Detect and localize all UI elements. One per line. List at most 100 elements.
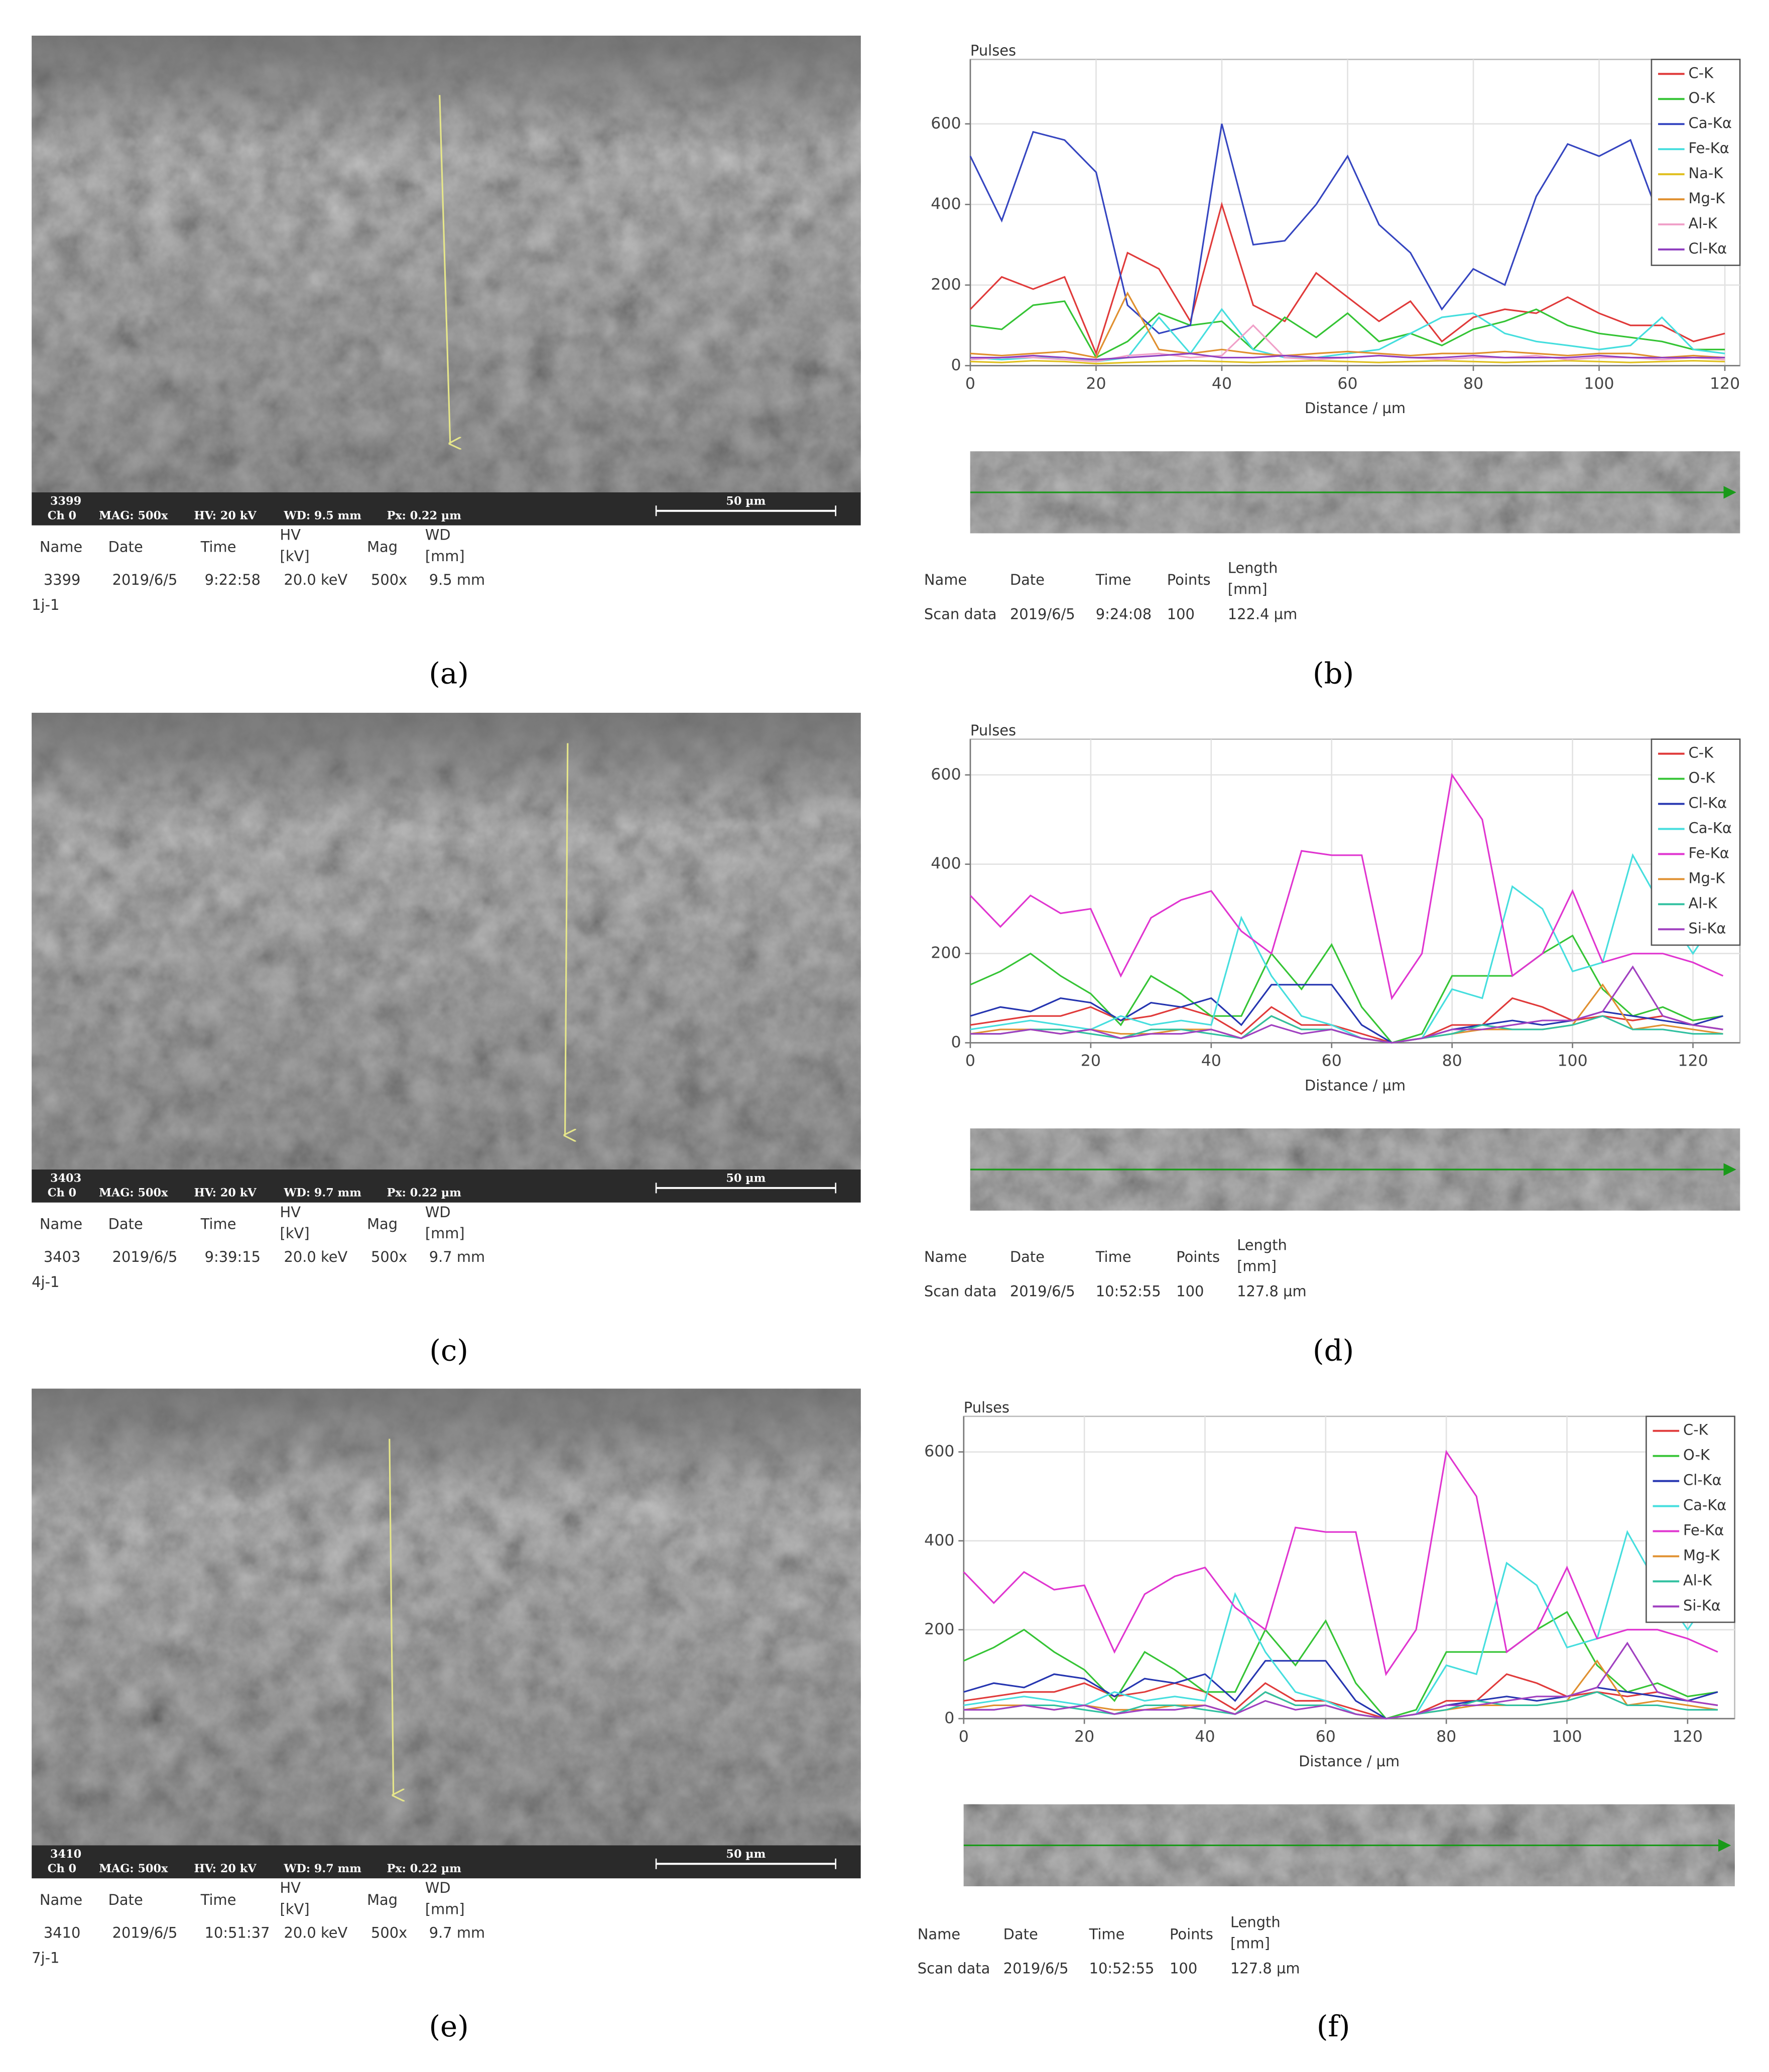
table-cell: 500x: [371, 1248, 407, 1265]
legend-label: C-K: [1689, 744, 1714, 761]
legend-label: Cl-Kα: [1683, 1472, 1722, 1489]
x-tick-label: 120: [1678, 1052, 1708, 1070]
x-tick-label: 20: [1074, 1728, 1094, 1746]
plot-area: [969, 738, 1741, 1044]
table-cell: 20.0 keV: [284, 1248, 347, 1265]
info-bar: [32, 492, 861, 526]
table-cell: 500x: [371, 1924, 407, 1941]
table-header: Time: [200, 538, 236, 555]
series-line: [970, 352, 1725, 360]
x-tick-label: 120: [1673, 1728, 1703, 1746]
table-header: Length: [1230, 1914, 1281, 1931]
image-id: 3399: [50, 494, 81, 507]
panel-caption: (d): [1313, 1334, 1354, 1368]
table-cell: 20.0 keV: [284, 1924, 347, 1941]
table-header: Mag: [367, 1215, 398, 1232]
scan-arrow: [439, 95, 450, 443]
table-header: WD: [425, 527, 451, 544]
sample-note: 1j-1: [32, 596, 59, 613]
legend-box: [1646, 1415, 1735, 1623]
table-cell: 9.7 mm: [429, 1248, 485, 1265]
legend-label: O-K: [1689, 89, 1716, 106]
legend-label: Fe-Kα: [1689, 140, 1729, 157]
magnification: MAG: 500x: [99, 1186, 168, 1199]
x-tick-label: 0: [965, 1052, 975, 1070]
image-id: 3410: [50, 1848, 81, 1861]
sample-note: 4j-1: [32, 1273, 59, 1290]
table-cell: 2019/6/5: [112, 571, 178, 588]
table-cell: 10:52:55: [1089, 1960, 1155, 1977]
sem-shading: [32, 36, 861, 492]
table-header: [kV]: [280, 1225, 310, 1242]
table-header: Points: [1176, 1248, 1220, 1265]
table-header: Time: [200, 1891, 236, 1908]
table-header: Points: [1167, 571, 1211, 588]
x-tick-label: 20: [1086, 374, 1106, 393]
table-header: Time: [1095, 1248, 1131, 1265]
table-cell: 9:24:08: [1096, 605, 1152, 622]
table-cell: 2019/6/5: [112, 1248, 178, 1265]
voltage: HV: 20 kV: [194, 1186, 257, 1199]
legend-label: Ca-Kα: [1689, 114, 1732, 132]
series-line: [970, 934, 1723, 1044]
table-header: Name: [924, 1248, 967, 1265]
legend-label: Na-K: [1689, 165, 1724, 182]
x-tick-label: 80: [1442, 1052, 1462, 1070]
magnification: MAG: 500x: [99, 1862, 168, 1875]
y-tick-label: 600: [931, 114, 961, 133]
table-header: Name: [40, 1215, 82, 1232]
table-header: WD: [425, 1204, 451, 1221]
series-line: [970, 853, 1724, 1044]
y-axis-label: Pulses: [970, 42, 1016, 59]
table-cell: 20.0 keV: [284, 571, 347, 588]
legend-label: O-K: [1689, 769, 1716, 787]
x-tick-label: 0: [965, 374, 975, 393]
channel: Ch 0: [48, 509, 76, 522]
series-line: [969, 123, 1726, 335]
x-tick-label: 0: [959, 1728, 969, 1746]
table-header: Date: [108, 1215, 143, 1232]
info-bar: [32, 1170, 861, 1203]
table-header: Time: [200, 1215, 236, 1232]
legend-label: O-K: [1683, 1447, 1710, 1464]
legend-label: Fe-Kα: [1689, 844, 1729, 861]
x-tick-label: 120: [1710, 374, 1740, 393]
y-tick-label: 200: [931, 276, 961, 294]
table-header: Mag: [367, 1891, 398, 1908]
x-tick-label: 60: [1322, 1052, 1342, 1070]
y-tick-label: 400: [931, 855, 961, 873]
plot-area: [963, 1415, 1735, 1720]
series-line: [970, 965, 1723, 1044]
panel-caption: (e): [429, 2009, 468, 2043]
table-cell: 2019/6/5: [112, 1924, 178, 1941]
table-header: Length: [1228, 559, 1278, 576]
table-cell: 9.7 mm: [429, 1924, 485, 1941]
series-line: [969, 772, 1724, 1000]
legend-box: [1651, 59, 1741, 266]
table-header: Date: [108, 538, 143, 555]
pixel-size: Px: 0.22 µm: [387, 509, 462, 522]
pixel-size: Px: 0.22 µm: [387, 1186, 462, 1199]
table-header: Length: [1237, 1237, 1287, 1254]
legend-label: Fe-Kα: [1683, 1522, 1724, 1539]
legend-label: Cl-Kα: [1689, 795, 1727, 812]
x-tick-label: 20: [1081, 1052, 1101, 1070]
image-id: 3403: [50, 1172, 81, 1185]
y-axis-label: Pulses: [970, 722, 1016, 739]
table-header: Date: [108, 1891, 143, 1908]
y-tick-label: 0: [951, 356, 961, 374]
voltage: HV: 20 kV: [194, 1862, 257, 1875]
legend-label: C-K: [1683, 1421, 1709, 1439]
table-cell: 2019/6/5: [1010, 605, 1075, 622]
table-cell: 100: [1176, 1283, 1204, 1300]
table-header: Date: [1003, 1925, 1038, 1942]
y-tick-label: 200: [931, 944, 961, 962]
y-tick-label: 600: [924, 1443, 954, 1461]
table-cell: 127.8 µm: [1237, 1283, 1307, 1300]
table-header: Mag: [367, 538, 398, 555]
x-tick-label: 80: [1463, 374, 1483, 393]
scan-arrow: [389, 1439, 394, 1795]
x-axis-label: Distance / µm: [1305, 1077, 1406, 1094]
legend-label: Mg-K: [1689, 869, 1726, 886]
